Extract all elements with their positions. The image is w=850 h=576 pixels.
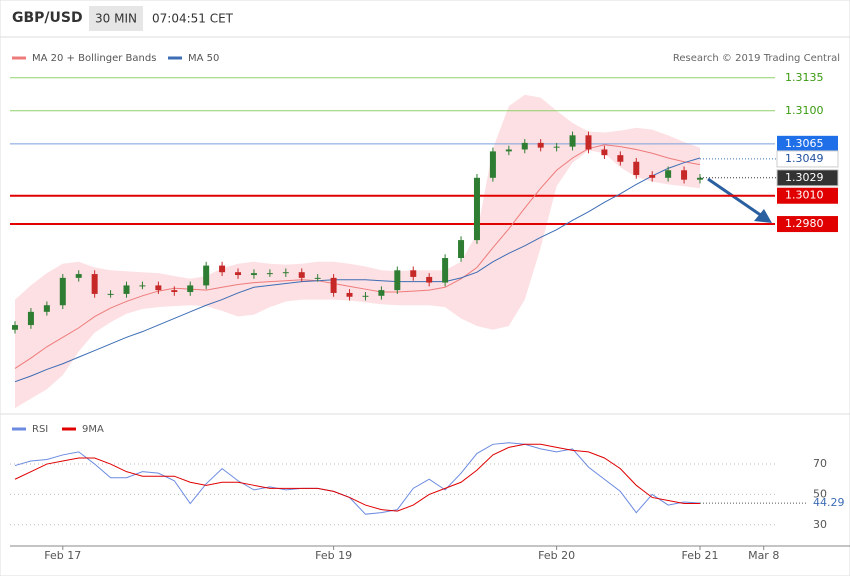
y-tick-label: 50 xyxy=(813,487,827,500)
candle-body xyxy=(681,170,688,180)
candle-body xyxy=(378,290,385,296)
legend-label: MA 50 xyxy=(188,53,219,64)
level-label: 1.3065 xyxy=(785,137,824,150)
rsi-line xyxy=(14,442,701,515)
candle-body xyxy=(665,170,672,178)
candle-body xyxy=(203,265,210,286)
value-label: 44.29 xyxy=(813,496,845,509)
candle-body xyxy=(489,151,496,178)
candle-body xyxy=(43,305,50,312)
candle-body xyxy=(187,285,194,293)
x-tick-label: Feb 20 xyxy=(538,549,575,562)
chart-title: GBP/USD xyxy=(12,10,83,26)
candle-body xyxy=(521,142,528,150)
rsi-line xyxy=(14,443,700,512)
y-tick-label: 30 xyxy=(813,518,827,531)
candle-body xyxy=(394,270,401,291)
candle-body xyxy=(696,177,703,180)
candle-body xyxy=(458,240,465,259)
forecast-arrowhead xyxy=(754,209,772,223)
timeframe: 30 MIN xyxy=(95,12,137,26)
candle-body xyxy=(12,325,18,330)
candle-body xyxy=(171,290,178,293)
candle-body xyxy=(59,277,66,306)
bollinger-band xyxy=(15,94,700,409)
marker-label: 1.3049 xyxy=(785,152,824,165)
candle-body xyxy=(266,273,273,275)
candle-body xyxy=(569,135,576,147)
candle-body xyxy=(330,277,337,293)
candle-body xyxy=(537,142,544,148)
candle-body xyxy=(75,274,82,278)
candle-body xyxy=(314,277,321,279)
level-label-box xyxy=(777,187,838,204)
level-label-box xyxy=(777,135,838,152)
level-label: 1.3100 xyxy=(785,104,824,117)
candle-body xyxy=(346,292,353,297)
level-label: 1.2980 xyxy=(785,217,824,230)
candle-body xyxy=(410,270,417,277)
candle-body xyxy=(426,276,433,283)
ma-line xyxy=(14,157,701,383)
candle-body xyxy=(633,161,640,175)
candle-body xyxy=(601,149,608,156)
candle-body xyxy=(473,177,480,241)
marker-box xyxy=(776,150,839,168)
candle-body xyxy=(27,311,34,326)
candle-body xyxy=(155,285,162,291)
candle-body xyxy=(235,272,242,276)
candle-body xyxy=(505,149,512,152)
marker-label: 1.3029 xyxy=(785,171,824,184)
candle-body xyxy=(139,285,146,287)
candle-body xyxy=(107,293,114,295)
candle-body xyxy=(649,174,656,178)
y-tick-label: 70 xyxy=(813,457,827,470)
legend-label: 9MA xyxy=(82,424,104,435)
candle-body xyxy=(617,155,624,162)
candle-body xyxy=(123,285,130,294)
level-label: 1.3010 xyxy=(785,189,824,202)
candle-body xyxy=(585,135,592,150)
x-tick-label: Feb 21 xyxy=(681,549,718,562)
marker-box xyxy=(776,169,839,187)
x-tick-label: Feb 19 xyxy=(315,549,352,562)
credit: Research © 2019 Trading Central xyxy=(673,53,840,64)
time: 07:04:51 CET xyxy=(152,12,234,26)
level-label-box xyxy=(777,216,838,233)
candle-body xyxy=(91,274,98,294)
x-tick-label: Mar 8 xyxy=(748,549,779,562)
forecast-arrow xyxy=(707,177,766,220)
candle-body xyxy=(362,295,369,297)
timeframe-box xyxy=(89,6,143,31)
candle-body xyxy=(250,273,257,276)
level-label: 1.3135 xyxy=(785,71,824,84)
candle-body xyxy=(298,272,305,278)
ma-line xyxy=(14,144,701,369)
candle-body xyxy=(219,265,226,273)
legend-label: RSI xyxy=(32,424,48,435)
legend-label: MA 20 + Bollinger Bands xyxy=(32,53,156,64)
candle-body xyxy=(553,146,560,148)
x-tick-label: Feb 17 xyxy=(44,549,81,562)
candle-body xyxy=(442,258,449,283)
candle-body xyxy=(282,272,289,274)
